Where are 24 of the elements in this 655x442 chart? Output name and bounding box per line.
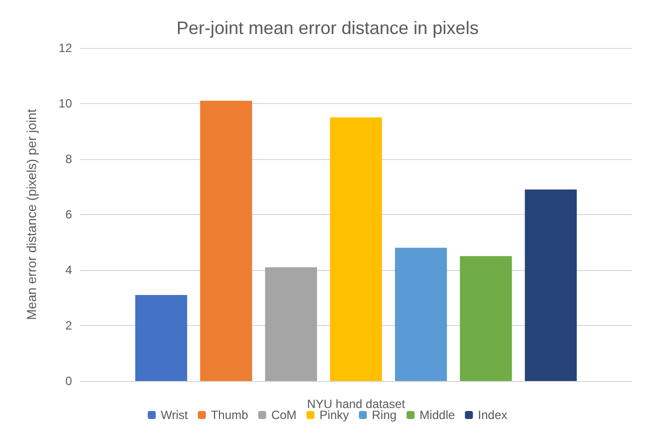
bar: [200, 100, 252, 381]
bar: [394, 248, 447, 381]
bar: [524, 190, 577, 381]
legend-label: CoM: [271, 408, 297, 422]
y-axis-title: Mean error distance (pixels) per joint: [24, 108, 39, 320]
y-tick-label: 8: [65, 152, 72, 166]
y-tick-label: 4: [65, 263, 72, 277]
y-tick-label: 10: [58, 96, 72, 110]
y-tick-label: 2: [65, 318, 72, 332]
legend-label: Pinky: [320, 408, 349, 422]
legend-label: Middle: [420, 408, 456, 422]
legend-label: Ring: [372, 408, 397, 422]
bar: [460, 256, 512, 381]
chart-title: Per-joint mean error distance in pixels: [176, 18, 479, 38]
bar: [330, 117, 382, 381]
y-tick-label: 0: [65, 374, 72, 388]
bar: [135, 294, 188, 381]
y-tick-label: 12: [58, 41, 72, 55]
y-tick-label: 6: [65, 208, 72, 222]
legend-label: Index: [478, 408, 508, 422]
legend-label: Wrist: [160, 408, 189, 422]
x-axis-title: NYU hand dataset: [306, 397, 406, 411]
legend-label: Thumb: [210, 408, 249, 422]
bar: [265, 267, 318, 381]
